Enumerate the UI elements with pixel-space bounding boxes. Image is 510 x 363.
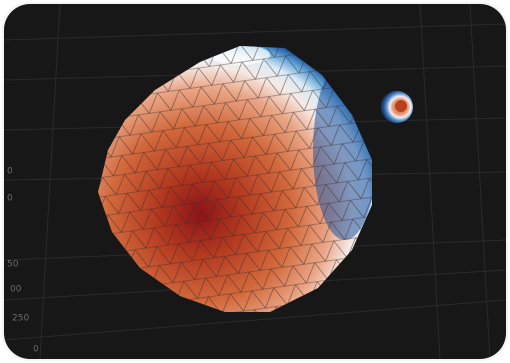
axis-label: 00 bbox=[10, 285, 22, 295]
axis-label: 0 bbox=[33, 345, 39, 355]
axis-label: 250 bbox=[12, 314, 29, 324]
axis-label: 0 bbox=[7, 167, 13, 177]
small-sphere bbox=[381, 91, 413, 123]
axis-label: 50 bbox=[7, 260, 19, 270]
axis-labels: 0 0 50 00 250 0 bbox=[7, 167, 39, 355]
axis-label: 0 bbox=[7, 194, 13, 204]
